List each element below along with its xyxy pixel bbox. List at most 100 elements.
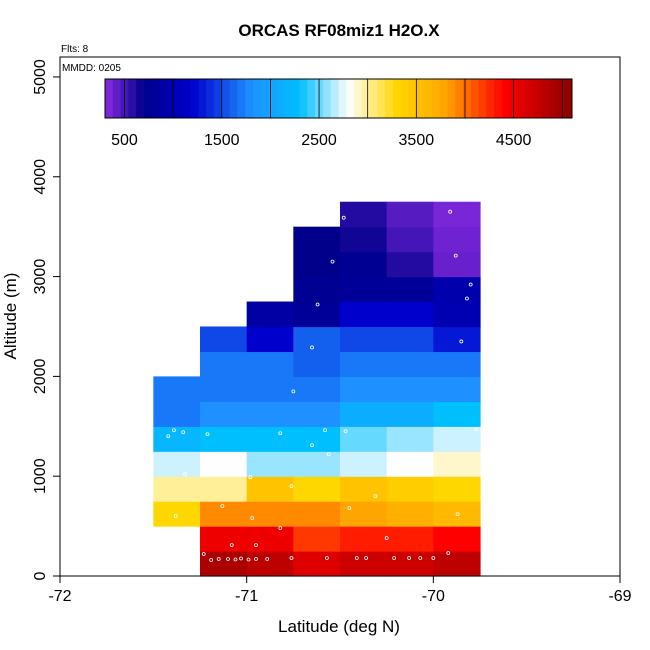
- heatmap-cell: [200, 476, 248, 502]
- sample-point: [310, 443, 314, 448]
- sample-point: [474, 427, 479, 432]
- heatmap-cell: [246, 326, 294, 353]
- sample-point: [341, 215, 346, 220]
- sample-point: [354, 556, 359, 560]
- heatmap-cell: [246, 401, 294, 427]
- colorbar-swatch: [245, 79, 254, 118]
- heatmap-cell: [386, 476, 434, 502]
- heatmap-cell: [433, 301, 481, 328]
- y-axis-label: Altitude (m): [1, 273, 20, 360]
- colorbar-swatch: [501, 79, 511, 118]
- heatmap-cell: [246, 551, 294, 577]
- colorbar: 500 1500 2500 3500 4500: [104, 78, 573, 149]
- colorbar-swatch: [229, 79, 238, 118]
- heatmap-cell: [153, 426, 201, 452]
- sample-point: [373, 494, 378, 499]
- heatmap-cell: [386, 251, 434, 278]
- y-tick-label: 5000: [32, 59, 49, 95]
- sample-point: [239, 556, 243, 561]
- heatmap-cell: [153, 376, 201, 402]
- heatmap-cell: [246, 426, 294, 452]
- colorbar-swatch: [408, 79, 417, 118]
- heatmap-cell: [433, 401, 481, 427]
- heatmap-cell: [246, 476, 294, 502]
- heatmap-cell: [293, 426, 341, 452]
- heatmap-cell: [293, 276, 341, 303]
- colorbar-swatch: [361, 79, 371, 118]
- sample-point: [326, 452, 331, 457]
- heatmap-cell: [340, 326, 388, 353]
- sample-point: [289, 556, 294, 560]
- y-tick-label: 2000: [32, 358, 49, 394]
- x-axis-label: Latitude (deg N): [278, 617, 400, 636]
- heatmap-cell: [433, 551, 481, 577]
- heatmap-cell: [386, 351, 434, 377]
- colorbar-swatch: [385, 79, 394, 118]
- y-tick-label: 0: [32, 571, 49, 580]
- sample-point: [289, 484, 294, 489]
- sample-point: [431, 556, 436, 560]
- heatmap-cell: [433, 376, 481, 402]
- heatmap-cell: [293, 376, 341, 402]
- colorbar-tick-label: 2500: [301, 132, 337, 149]
- sample-point: [181, 430, 186, 435]
- colorbar-swatch: [307, 79, 316, 118]
- colorbar-swatch: [299, 79, 308, 118]
- heatmap-cell: [340, 201, 388, 228]
- mmdd-label: MMDD: 0205: [62, 63, 121, 74]
- sample-point: [468, 282, 473, 287]
- heatmap-cell: [340, 526, 388, 552]
- heatmap-cell: [386, 451, 434, 477]
- heatmap-cell: [200, 326, 248, 353]
- heatmap-cell: [200, 526, 248, 552]
- sample-point: [229, 543, 234, 547]
- sample-point: [254, 543, 258, 547]
- sample-point: [315, 302, 320, 307]
- y-axis: 0 1000 2000 3000 4000 5000: [32, 59, 60, 580]
- colorbar-swatch: [548, 79, 557, 118]
- sample-point: [183, 472, 187, 477]
- y-tick-label: 3000: [32, 259, 49, 295]
- sample-point: [171, 428, 176, 433]
- colorbar-swatch: [151, 79, 160, 118]
- colorbar-swatch: [167, 79, 176, 118]
- colorbar-swatch: [517, 79, 526, 118]
- heatmap-cell: [340, 226, 388, 253]
- sample-point: [248, 475, 253, 480]
- sample-point: [250, 516, 255, 521]
- sample-point: [173, 514, 178, 519]
- heatmap-cell: [246, 451, 294, 477]
- colorbar-swatch: [136, 79, 145, 118]
- colorbar-swatch: [439, 79, 448, 118]
- heatmap-cell: [386, 501, 434, 527]
- y-tick-label: 4000: [32, 159, 49, 195]
- x-tick-label: -70: [422, 588, 445, 605]
- heatmap-cell: [340, 301, 388, 328]
- heatmap-cell: [293, 226, 341, 253]
- heatmap-cell: [200, 426, 248, 452]
- colorbar-swatch: [533, 79, 542, 118]
- sample-point: [347, 506, 352, 511]
- heatmap-cell: [340, 451, 388, 477]
- heatmap-cell: [433, 501, 481, 527]
- sample-point: [407, 556, 411, 560]
- heatmap-cell: [153, 501, 201, 527]
- colorbar-tick-label: 1500: [204, 132, 240, 149]
- colorbar-swatch: [175, 79, 184, 118]
- colorbar-swatch: [346, 79, 355, 118]
- heatmap-cell: [340, 251, 388, 278]
- heatmap-cell: [340, 426, 388, 452]
- heatmap-cell: [153, 451, 201, 477]
- sample-point: [446, 551, 451, 555]
- colorbar-swatch: [159, 79, 168, 118]
- heatmap-cell: [386, 276, 434, 303]
- sample-point: [310, 345, 314, 350]
- colorbar-swatch: [556, 79, 565, 118]
- sample-point: [291, 389, 296, 394]
- heatmap-cell: [386, 401, 434, 427]
- heatmap-cell: [293, 326, 341, 353]
- heatmap-cell: [340, 401, 388, 427]
- colorbar-swatch: [105, 79, 114, 118]
- sample-points: [166, 209, 479, 562]
- sample-point: [459, 339, 464, 344]
